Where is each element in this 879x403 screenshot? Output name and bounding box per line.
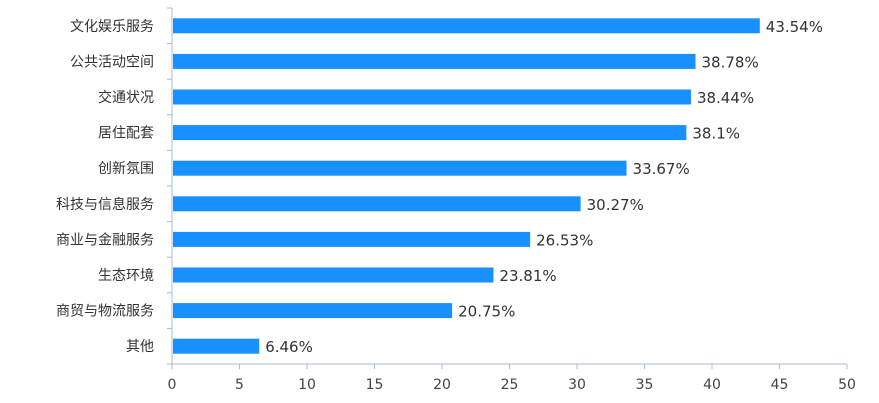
value-label: 20.75%: [458, 303, 515, 321]
category-label: 文化娱乐服务: [70, 19, 154, 35]
category-labels-group: 文化娱乐服务公共活动空间交通状况居住配套创新氛围科技与信息服务商业与金融服务生态…: [56, 19, 154, 355]
x-tick-label: 25: [501, 377, 519, 393]
bar: [173, 53, 696, 69]
x-tick-label: 10: [298, 377, 316, 393]
value-label: 26.53%: [536, 231, 593, 249]
x-tick-label: 30: [568, 377, 586, 393]
x-ticks-group: 0 5 10 15 20 25 30 35 40 45 50: [168, 364, 856, 393]
x-tick-label: 5: [235, 377, 244, 393]
value-label: 23.81%: [499, 267, 556, 285]
value-label: 43.54%: [766, 18, 823, 36]
x-tick-label: 40: [703, 377, 721, 393]
bar: [173, 18, 760, 34]
value-label: 33.67%: [633, 160, 690, 178]
bar: [173, 160, 627, 176]
value-label: 38.78%: [702, 53, 759, 71]
x-tick-label: 45: [771, 377, 789, 393]
bar: [173, 267, 494, 283]
value-label: 38.44%: [697, 89, 754, 107]
value-labels-group: 43.54% 38.78% 38.44% 38.1%33.67% 30.27% 26.53…: [265, 18, 823, 356]
category-label: 交通状况: [98, 89, 154, 106]
category-label: 创新氛围: [98, 161, 154, 177]
bar: [173, 231, 531, 247]
category-label: 科技与信息服务: [56, 196, 154, 213]
x-tick-label: 15: [366, 377, 384, 393]
category-label: 商业与金融服务: [56, 232, 154, 248]
category-label: 商贸与物流服务: [56, 304, 154, 320]
bar: [173, 89, 691, 105]
x-tick-label: 20: [433, 377, 451, 393]
bar: [173, 196, 581, 212]
category-label: 居住配套: [98, 126, 154, 142]
value-label: 30.27%: [587, 196, 644, 214]
value-label: 6.46%: [265, 338, 313, 356]
bar: [173, 125, 687, 141]
category-label: 生态环境: [98, 268, 154, 284]
category-label: 公共活动空间: [70, 54, 154, 70]
bar: [173, 303, 453, 319]
bars-group: [173, 18, 760, 354]
value-label: 38.1%: [692, 125, 740, 143]
x-tick-label: 35: [636, 377, 654, 393]
x-tick-label: 50: [838, 377, 856, 393]
bar: [173, 338, 260, 354]
category-label: 其他: [126, 339, 154, 355]
x-tick-label: 0: [168, 377, 177, 393]
